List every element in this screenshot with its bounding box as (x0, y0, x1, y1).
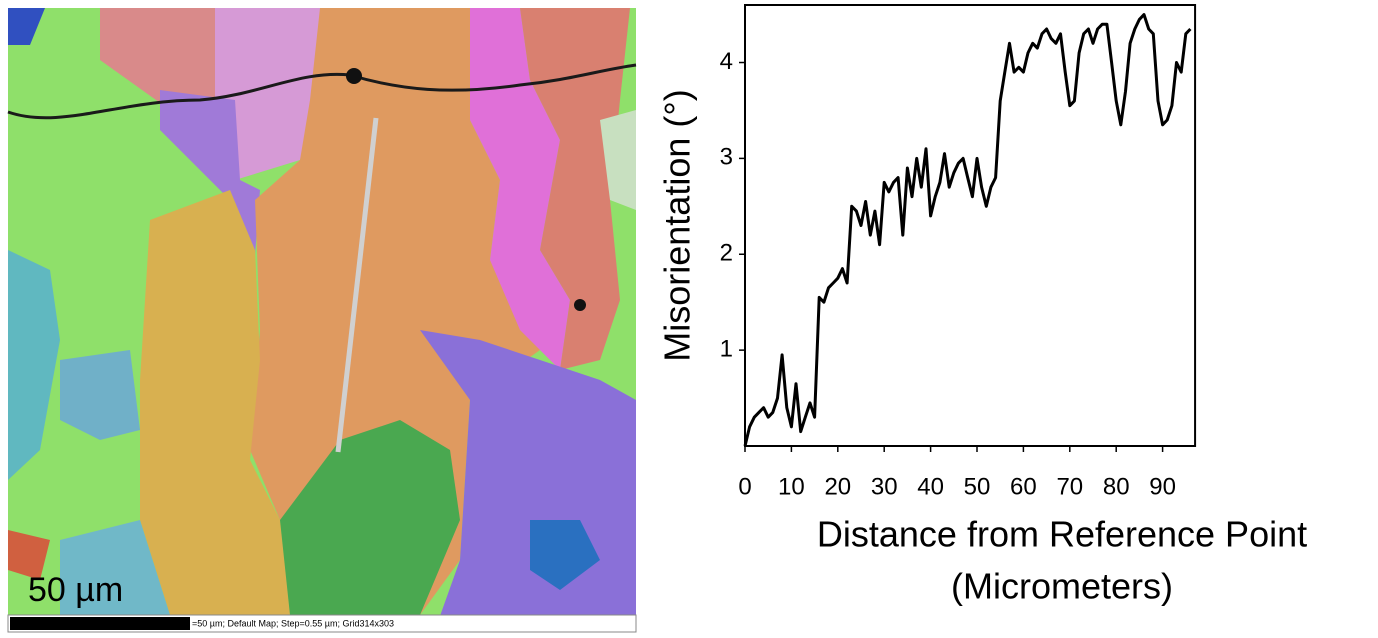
y-tick-label: 1 (720, 335, 733, 362)
x-tick-label: 50 (964, 473, 991, 500)
x-tick-label: 70 (1056, 473, 1083, 500)
x-tick-label: 0 (738, 473, 751, 500)
x-tick-label: 40 (917, 473, 944, 500)
x-tick-label: 80 (1103, 473, 1130, 500)
y-tick-label: 3 (720, 144, 733, 171)
plot-frame (744, 4, 1197, 447)
scale-label: 50 µm (28, 571, 123, 609)
x-tick-label: 90 (1149, 473, 1176, 500)
y-tick-label: 2 (720, 240, 733, 267)
x-tick-label: 30 (871, 473, 898, 500)
x-axis-label: (Micrometers) (951, 566, 1173, 607)
x-tick-label: 20 (824, 473, 851, 500)
ebsd-map: =50 µm; Default Map; Step=0.55 µm; Grid3… (7, 8, 637, 633)
x-tick-label: 60 (1010, 473, 1037, 500)
map-caption: =50 µm; Default Map; Step=0.55 µm; Grid3… (192, 618, 394, 628)
y-axis-label: Misorientation (°) (657, 89, 698, 361)
x-tick-label: 10 (778, 473, 805, 500)
y-tick-label: 4 (720, 48, 733, 75)
x-axis-label: Distance from Reference Point (817, 514, 1307, 555)
data-line (743, 13, 1192, 447)
